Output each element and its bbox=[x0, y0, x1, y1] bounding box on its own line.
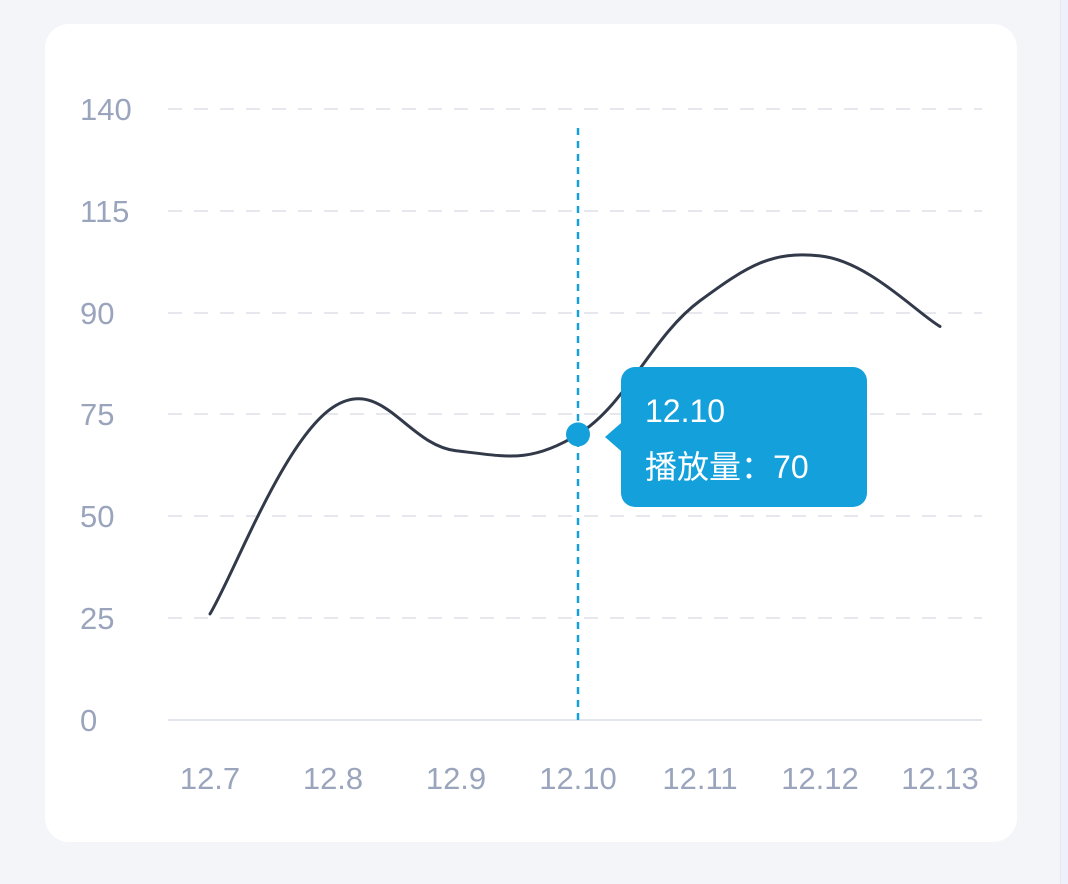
x-tick-label: 12.9 bbox=[426, 761, 486, 796]
x-tick-label: 12.8 bbox=[303, 761, 363, 796]
right-edge-strip bbox=[1060, 0, 1068, 884]
y-tick-label: 25 bbox=[80, 601, 114, 636]
y-tick-label: 50 bbox=[80, 499, 114, 534]
x-tick-label: 12.12 bbox=[781, 761, 859, 796]
data-points[interactable] bbox=[566, 422, 590, 447]
tooltip-value: 70 bbox=[773, 449, 809, 485]
data-tooltip: 12.10 播放量：70 bbox=[605, 367, 867, 507]
y-tick-label: 140 bbox=[80, 92, 132, 127]
y-tick-label: 115 bbox=[80, 194, 129, 229]
x-axis-labels: 12.7 12.8 12.9 12.10 12.11 12.12 12.13 bbox=[180, 761, 979, 796]
y-tick-label: 90 bbox=[80, 296, 114, 331]
y-tick-label: 75 bbox=[80, 397, 114, 432]
x-tick-label: 12.10 bbox=[539, 761, 617, 796]
x-tick-label: 12.7 bbox=[180, 761, 240, 796]
tooltip-series-label: 播放量： bbox=[645, 449, 774, 485]
x-tick-label: 12.11 bbox=[662, 761, 737, 796]
tooltip-value-row: 播放量：70 bbox=[645, 447, 867, 487]
x-tick-label: 12.13 bbox=[901, 761, 979, 796]
y-tick-label: 0 bbox=[80, 703, 97, 738]
highlighted-data-point[interactable] bbox=[566, 422, 590, 447]
tooltip-title: 12.10 bbox=[645, 393, 726, 429]
y-axis-labels: 0 25 50 75 90 115 140 bbox=[80, 92, 132, 738]
